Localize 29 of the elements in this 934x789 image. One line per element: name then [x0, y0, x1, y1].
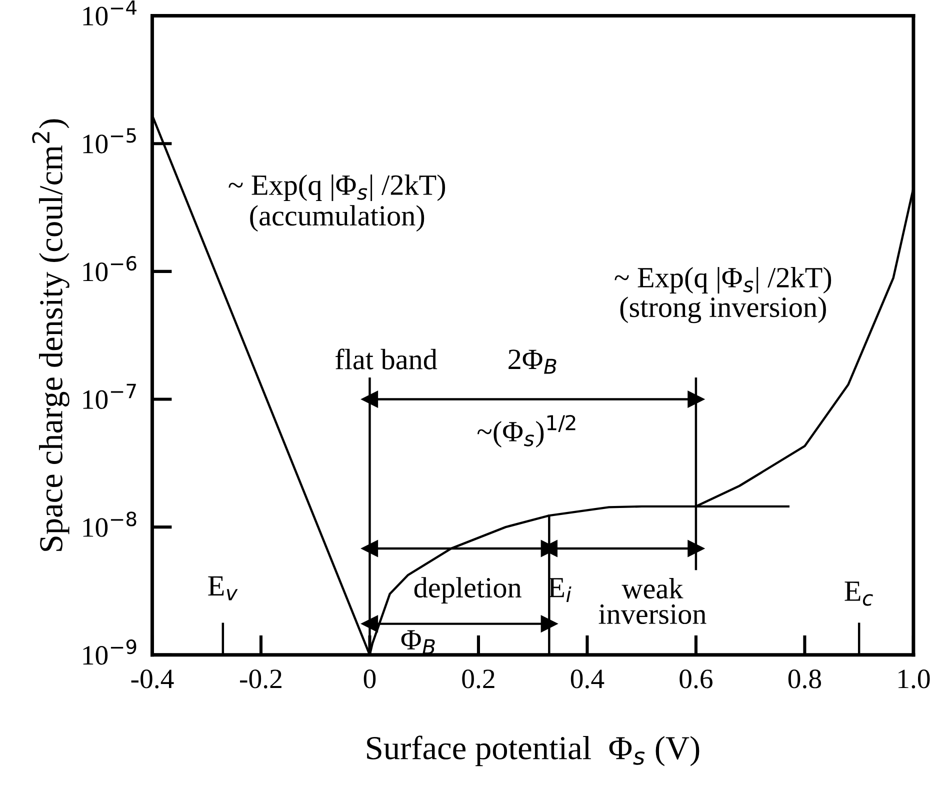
annotation: Φ$_{B}$ — [401, 630, 435, 654]
annotation: (strong inversion) — [620, 296, 826, 324]
x-tick-label: 0.6 — [680, 670, 712, 688]
y-axis-title: Space charge density (coul/cm$^{2}$) — [32, 119, 70, 551]
x-tick-label: 0.2 — [462, 670, 494, 688]
annotation: E$_{i}$ — [548, 578, 572, 602]
y-tick-label: 10$^{−8}$ — [83, 512, 136, 537]
x-tick-label: -0.4 — [131, 670, 174, 688]
annotation: 2Φ$_{B}$ — [508, 350, 556, 374]
x-tick-label: 1.0 — [898, 670, 930, 688]
annotation: flat band — [336, 348, 438, 370]
x-axis-title: Surface potential Φ$_{s}$ (V) — [367, 736, 700, 766]
y-tick-label: 10$^{−7}$ — [83, 384, 136, 409]
annotation: ~ Exp(q |Φ$_{s}$| /2kT) — [614, 267, 832, 294]
x-tick-label: -0.2 — [240, 670, 282, 688]
annotation: E$_{c}$ — [844, 582, 873, 606]
annotation: ~ Exp(q |Φ$_{s}$| /2kT) — [228, 174, 446, 202]
x-tick-label: 0 — [364, 670, 376, 688]
y-tick-label: 10$^{−6}$ — [83, 256, 136, 282]
y-tick-label: 10$^{−5}$ — [83, 128, 136, 154]
x-tick-label: 0.4 — [570, 670, 604, 688]
y-tick-label: 10$^{−9}$ — [83, 639, 136, 665]
annotation: (accumulation) — [250, 205, 424, 232]
annotation: ~(Φ$_{s}$)$^{1/2}$ — [477, 414, 576, 448]
annotation: weak inversion — [598, 578, 706, 624]
x-tick-label: 0.8 — [788, 670, 822, 688]
annotation: depletion — [414, 577, 522, 604]
annotation: E$_{v}$ — [208, 576, 238, 600]
y-tick-label: 10$^{−4}$ — [83, 0, 136, 26]
